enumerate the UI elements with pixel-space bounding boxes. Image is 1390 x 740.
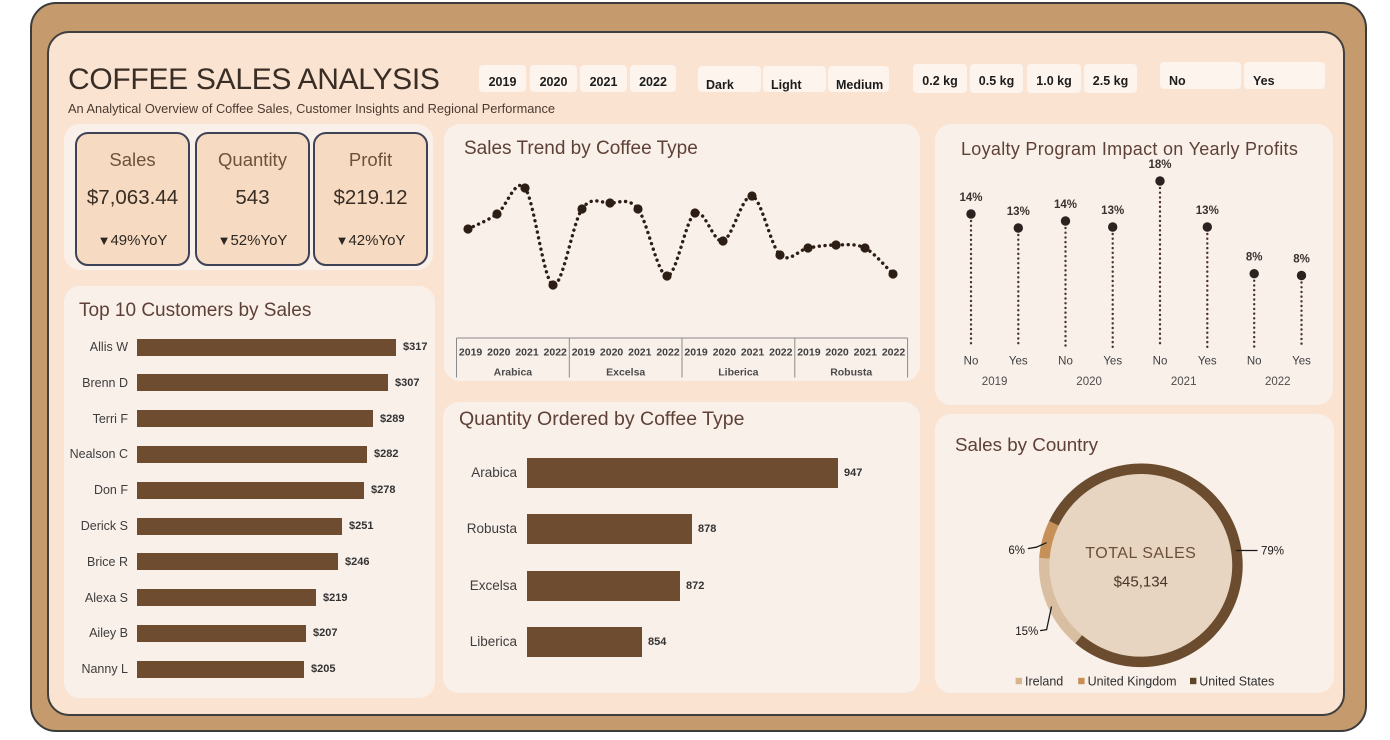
svg-text:2019: 2019 (982, 376, 1008, 388)
svg-text:$45,134: $45,134 (1114, 574, 1168, 591)
svg-text:2020: 2020 (487, 347, 511, 359)
svg-text:79%: 79% (1261, 546, 1284, 558)
svg-text:Yes: Yes (1292, 356, 1311, 368)
svg-text:No: No (964, 356, 979, 368)
svg-text:14%: 14% (1054, 199, 1077, 211)
svg-text:2019: 2019 (797, 347, 821, 359)
svg-text:2022: 2022 (1265, 376, 1291, 388)
svg-text:2022: 2022 (882, 347, 906, 359)
svg-text:2020: 2020 (1076, 376, 1102, 388)
svg-text:Arabica: Arabica (494, 367, 533, 379)
svg-text:2022: 2022 (769, 347, 793, 359)
svg-text:8%: 8% (1293, 254, 1310, 266)
svg-text:2021: 2021 (515, 347, 539, 359)
svg-text:United States: United States (1199, 675, 1274, 689)
svg-text:2020: 2020 (825, 347, 849, 359)
svg-text:No: No (1153, 356, 1168, 368)
svg-text:2022: 2022 (544, 347, 568, 359)
svg-text:2021: 2021 (1171, 376, 1197, 388)
svg-text:2022: 2022 (656, 347, 680, 359)
svg-text:2021: 2021 (741, 347, 765, 359)
svg-text:2019: 2019 (572, 347, 596, 359)
svg-text:2020: 2020 (713, 347, 737, 359)
svg-text:Ireland: Ireland (1025, 675, 1063, 689)
svg-text:TOTAL SALES: TOTAL SALES (1085, 545, 1196, 562)
svg-text:14%: 14% (959, 192, 982, 204)
svg-text:8%: 8% (1246, 252, 1263, 264)
svg-text:Yes: Yes (1198, 356, 1217, 368)
svg-text:2019: 2019 (459, 347, 483, 359)
svg-text:13%: 13% (1007, 206, 1030, 218)
svg-text:Yes: Yes (1009, 356, 1028, 368)
svg-text:13%: 13% (1196, 205, 1219, 217)
svg-text:Robusta: Robusta (830, 367, 872, 379)
svg-text:Yes: Yes (1103, 356, 1122, 368)
svg-text:2021: 2021 (854, 347, 878, 359)
svg-text:2021: 2021 (628, 347, 652, 359)
svg-text:13%: 13% (1101, 205, 1124, 217)
svg-text:No: No (1058, 356, 1073, 368)
svg-text:6%: 6% (1008, 545, 1025, 557)
svg-text:Excelsa: Excelsa (606, 367, 645, 379)
svg-text:No: No (1247, 356, 1262, 368)
svg-text:2019: 2019 (684, 347, 708, 359)
svg-text:15%: 15% (1015, 626, 1038, 638)
svg-text:18%: 18% (1148, 159, 1171, 171)
svg-text:United Kingdom: United Kingdom (1088, 675, 1177, 689)
svg-text:Liberica: Liberica (718, 367, 758, 379)
svg-text:2020: 2020 (600, 347, 624, 359)
